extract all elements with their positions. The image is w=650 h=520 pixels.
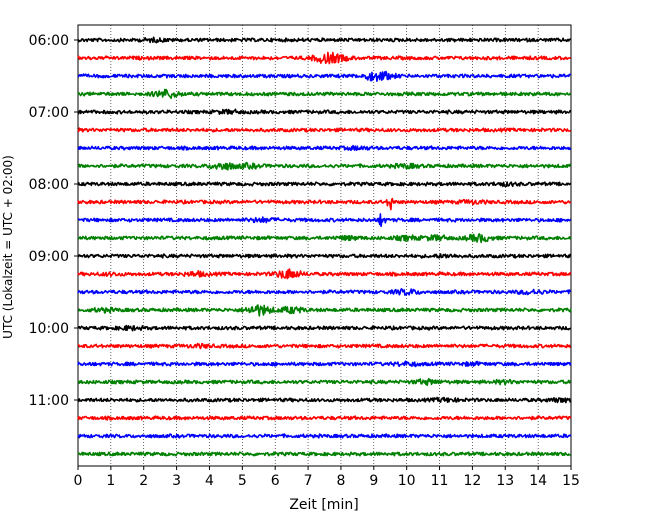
y-tick-label: 10:00 [29,321,69,337]
trace-0715 [77,127,572,133]
x-tick-label: 12 [463,473,481,489]
x-tick-label: 14 [529,473,547,489]
trace-0615 [77,51,572,65]
trace-0645 [77,88,572,100]
x-tick-label: 0 [74,473,83,489]
plot-area-frame [77,24,572,467]
y-tick-label: 11:00 [29,393,69,409]
trace-0945 [77,304,572,317]
x-tick-label: 3 [172,473,181,489]
trace-1145 [77,451,572,457]
trace-1030 [77,360,572,368]
x-axis-label: Zeit [min] [289,497,358,513]
trace-0915 [77,268,572,280]
x-tick-label: 15 [562,473,580,489]
trace-0930 [77,288,572,296]
x-tick-label: 6 [271,473,280,489]
trace-layer [77,36,572,457]
x-tick-label: 11 [431,473,449,489]
y-tick-label: 08:00 [29,177,69,193]
trace-0815 [77,197,571,211]
x-tick-label: 8 [336,473,345,489]
trace-1115 [77,415,572,421]
trace-0630 [77,70,571,82]
trace-1045 [77,377,572,387]
trace-0700 [77,108,572,115]
y-axis-label: UTC (Lokalzeit = UTC + 02:00) [1,155,15,339]
trace-0730 [77,144,572,152]
x-tick-label: 5 [238,473,247,489]
x-tick-label: 9 [369,473,378,489]
x-tick-label: 1 [106,473,115,489]
trace-0600 [77,36,572,44]
y-tick-label: 06:00 [29,33,69,49]
trace-0845 [77,233,572,244]
trace-1130 [77,433,572,439]
trace-1000 [77,324,572,332]
trace-0900 [77,253,572,259]
y-tick-label: 07:00 [29,105,69,121]
trace-0830 [77,213,572,228]
x-tick-label: 13 [496,473,514,489]
x-tick-label: 2 [139,473,148,489]
trace-0800 [77,181,572,188]
y-tick-layer: 06:00 07:00 08:00 09:00 10:00 11:00 [29,33,78,409]
x-tick-label: 10 [398,473,416,489]
x-tick-label: 7 [304,473,313,489]
trace-0745 [77,161,572,171]
trace-1100 [77,396,572,404]
y-tick-label: 09:00 [29,249,69,265]
trace-1015 [77,342,572,350]
x-tick-label: 4 [205,473,214,489]
x-tick-layer: 0 1 2 3 4 5 6 7 8 9 10 11 12 13 14 15 [74,466,580,489]
